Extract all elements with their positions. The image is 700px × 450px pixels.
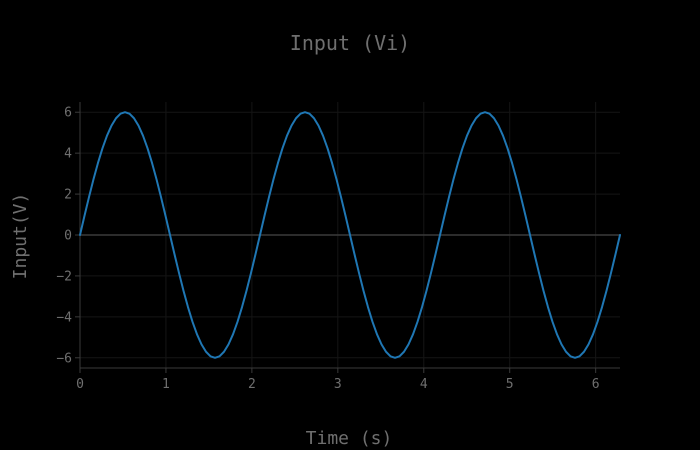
x-tick-label: 5 — [506, 377, 514, 392]
series-layer — [79, 111, 621, 359]
y-tick-label: 2 — [64, 188, 72, 203]
x-tick-label: 1 — [162, 377, 170, 392]
y-tick-label: −6 — [56, 351, 72, 366]
y-tick-label: 6 — [64, 106, 72, 121]
x-tick-label: 3 — [334, 377, 342, 392]
y-tick-label: 4 — [64, 147, 72, 162]
series-line-0 — [79, 111, 621, 359]
chart-title: Input (Vi) — [290, 31, 410, 55]
x-tick-label: 2 — [248, 377, 256, 392]
y-tick-label: −4 — [56, 310, 72, 325]
axes — [75, 102, 620, 373]
x-tick-label: 6 — [592, 377, 600, 392]
tick-labels: 0 1 2 3 4 5 6 −6 −4 −2 0 2 4 6 — [56, 106, 599, 392]
y-tick-label: 0 — [64, 229, 72, 244]
y-axis-title: Input(V) — [10, 193, 31, 280]
y-tick-label: −2 — [56, 269, 72, 284]
x-axis-title: Time (s) — [306, 428, 393, 449]
x-tick-label: 0 — [76, 377, 84, 392]
x-tick-label: 4 — [420, 377, 428, 392]
